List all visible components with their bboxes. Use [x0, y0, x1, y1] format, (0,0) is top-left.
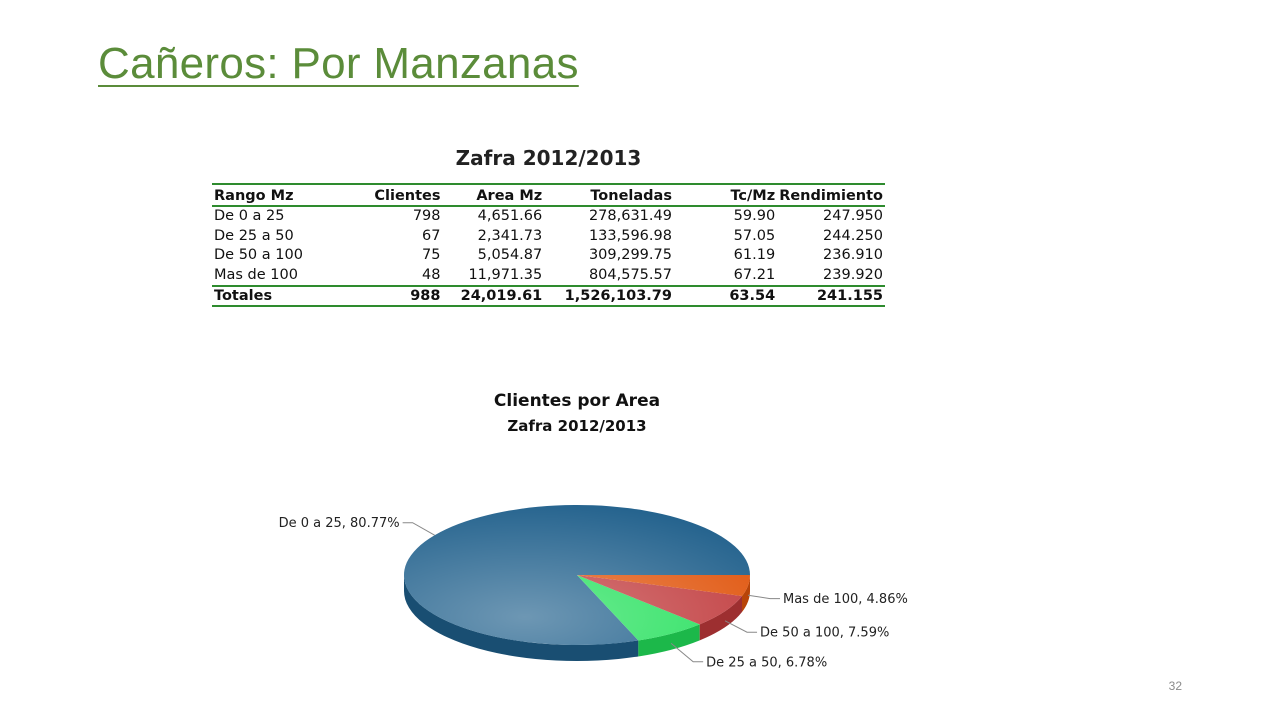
header-rendimiento: Rendimiento	[777, 183, 885, 207]
page-number: 32	[1168, 679, 1182, 693]
cell: 67.21	[733, 266, 776, 283]
cell: 236.910	[823, 247, 883, 263]
table-title: Zafra 2012/2013	[455, 146, 642, 170]
table-row: De 50 a 100 75 5,054.87 309,299.75 61.19…	[212, 246, 885, 266]
cell: 11,971.35	[468, 266, 543, 283]
table-row: De 0 a 25 798 4,651.66 278,631.49 59.90 …	[212, 206, 885, 227]
cell: De 0 a 25	[214, 208, 285, 224]
header-area: Area Mz	[442, 183, 545, 207]
pie-labels: De 0 a 25, 80.77% De 25 a 50, 6.78% De 50 …	[279, 516, 908, 670]
cell: 59.90	[733, 208, 776, 224]
table-row: De 25 a 50 67 2,341.73 133,596.98 57.05 …	[212, 227, 885, 247]
pie-slice-label: Mas de 100, 4.86%	[783, 592, 908, 607]
cell: De 25 a 50	[214, 227, 294, 244]
pie-leader-line	[724, 620, 758, 633]
header-toneladas: Toneladas	[544, 183, 674, 207]
header-tcmz: Tc/Mz	[673, 183, 778, 207]
cell: 67	[422, 227, 441, 244]
cell: 239.920	[823, 266, 883, 283]
slide-title: Cañeros: Por Manzanas	[98, 39, 579, 88]
cell: 57.05	[733, 227, 776, 244]
total-cell: 63.54	[673, 285, 778, 307]
cell: 75	[422, 247, 441, 263]
pie-slice-side	[638, 624, 700, 657]
pie-slice-side	[404, 575, 639, 661]
cell: 804,575.57	[588, 266, 672, 283]
table-header-row: Rango Mz Clientes Area Mz Toneladas Tc/M…	[212, 183, 885, 207]
cell: 798	[412, 208, 441, 224]
table-totals-row: Totales 988 24,019.61 1,526,103.79 63.54…	[212, 285, 885, 307]
cell: 48	[422, 266, 441, 283]
pie-slice-label: De 50 a 100, 7.59%	[760, 626, 889, 641]
cell: 247.950	[823, 208, 883, 224]
cell: Mas de 100	[214, 266, 298, 283]
total-cell: 24,019.61	[442, 285, 545, 307]
cell: 244.250	[823, 227, 883, 244]
pie-slice-side	[741, 575, 750, 613]
pie-leader-line	[747, 594, 780, 600]
chart-title: Clientes por Area	[493, 391, 661, 411]
cell: 309,299.75	[588, 247, 672, 263]
cell: De 50 a 100	[214, 247, 303, 263]
total-cell: 1,526,103.79	[544, 285, 674, 307]
table-row: Mas de 100 48 11,971.35 804,575.57 67.21…	[212, 266, 885, 287]
pie-slice-label: De 25 a 50, 6.78%	[706, 655, 827, 670]
pie-sides	[404, 575, 750, 661]
cell: 2,341.73	[477, 227, 543, 244]
cell: 133,596.98	[588, 227, 672, 244]
pie-slice-side	[699, 596, 742, 641]
header-rango: Rango Mz	[212, 183, 336, 207]
cell: 61.19	[733, 247, 776, 263]
cell: 4,651.66	[477, 208, 543, 224]
pie-leader-line	[670, 642, 704, 663]
cell: 5,054.87	[477, 247, 543, 263]
data-table: Rango Mz Clientes Area Mz Toneladas Tc/M…	[212, 183, 885, 307]
pie-leader-line	[402, 522, 435, 536]
pie-slice-label: De 0 a 25, 80.77%	[279, 516, 400, 531]
total-cell: Totales	[212, 285, 336, 307]
total-cell: 241.155	[777, 285, 885, 307]
total-cell: 988	[335, 285, 443, 307]
chart-subtitle: Zafra 2012/2013	[507, 417, 647, 435]
header-clientes: Clientes	[335, 183, 443, 207]
pie-shine	[404, 505, 750, 645]
cell: 278,631.49	[588, 208, 672, 224]
